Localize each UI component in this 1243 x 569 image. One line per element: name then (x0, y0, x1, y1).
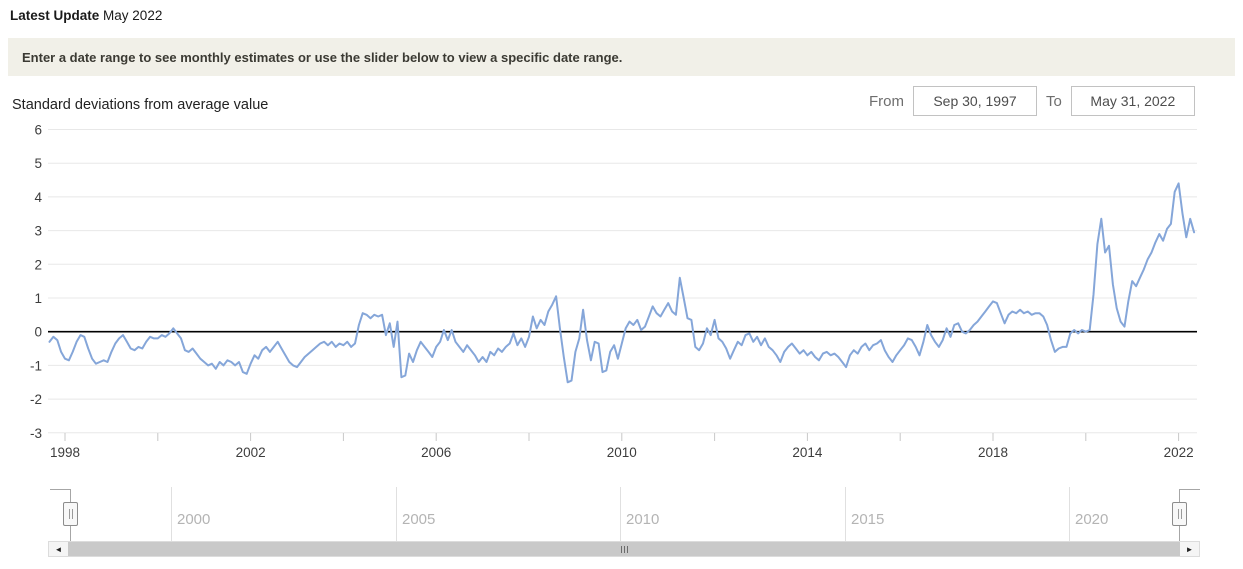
slider-tick-mark (396, 487, 397, 541)
latest-update: Latest Update May 2022 (10, 8, 162, 23)
to-date-input[interactable] (1070, 86, 1195, 116)
slider-range-line-right (1179, 489, 1200, 490)
slider-tick-label: 2010 (626, 511, 660, 528)
date-range-controls: From To (860, 86, 1195, 116)
y-tick-label: -3 (30, 426, 42, 441)
y-tick-label: 3 (34, 224, 42, 239)
slider-tick-mark (620, 487, 621, 541)
x-tick-label: 2010 (607, 445, 637, 460)
scroll-right-arrow-icon[interactable]: ► (1180, 542, 1199, 556)
x-tick-label: 2006 (421, 445, 451, 460)
x-tick-label: 2014 (792, 445, 823, 460)
x-tick-label: 1998 (50, 445, 80, 460)
y-tick-label: 1 (34, 291, 42, 306)
line-chart: 6 5 4 3 2 1 0 -1 -2 -3 1998 2002 2006 2010 2014 2018 202… (30, 123, 1197, 460)
slider-tick-label: 2020 (1075, 511, 1109, 528)
y-tick-label: 5 (34, 156, 42, 171)
slider-tick-mark (845, 487, 846, 541)
info-banner-text: Enter a date range to see monthly estima… (22, 49, 623, 65)
y-tick-label: 4 (34, 190, 42, 205)
y-tick-label: 2 (34, 257, 42, 272)
from-label: From (869, 92, 904, 110)
latest-update-value: May 2022 (103, 8, 163, 23)
x-tick-label: 2018 (978, 445, 1008, 460)
x-tick-label: 2002 (236, 445, 266, 460)
slider-tick-mark (171, 487, 172, 541)
y-tick-label: -1 (30, 358, 42, 373)
slider-tick-label: 2000 (177, 511, 211, 528)
slider-range-line-left (50, 489, 71, 490)
y-tick-label: -2 (30, 392, 42, 407)
info-banner: Enter a date range to see monthly estima… (8, 38, 1235, 76)
y-tick-label: 6 (34, 123, 42, 138)
slider-tick-mark (1069, 487, 1070, 541)
slider-tick-label: 2005 (402, 511, 436, 528)
slider-tick-label: 2015 (851, 511, 885, 528)
slider-handle-right[interactable] (1172, 502, 1187, 526)
scroll-left-arrow-icon[interactable]: ◄ (49, 542, 68, 556)
horizontal-scrollbar[interactable]: ◄ ► (48, 541, 1200, 557)
data-series-line (48, 182, 1196, 384)
to-label: To (1046, 92, 1062, 110)
from-date-input[interactable] (913, 86, 1037, 116)
scrollbar-thumb[interactable] (68, 542, 1180, 556)
date-range-slider: 2000 2005 2010 2015 2020 (0, 483, 1243, 541)
y-axis-title: Standard deviations from average value (12, 97, 269, 113)
scrollbar-grip-icon (620, 545, 628, 553)
latest-update-label: Latest Update (10, 8, 100, 23)
slider-handle-left[interactable] (63, 502, 78, 526)
y-tick-label: 0 (34, 325, 42, 340)
x-tick-label: 2022 (1164, 445, 1194, 460)
